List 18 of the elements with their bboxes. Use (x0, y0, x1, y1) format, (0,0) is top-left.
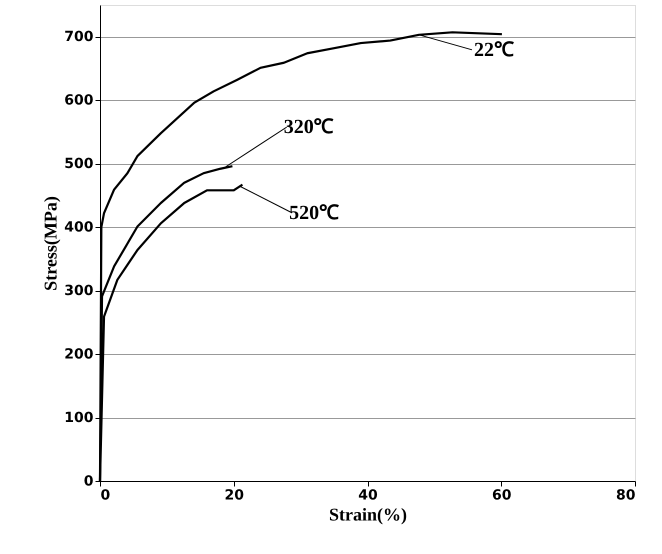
x-tick-label: 0 (100, 488, 110, 504)
x-tick-label: 80 (616, 488, 636, 504)
y-tick-label: 600 (64, 92, 94, 109)
y-tick-label: 300 (64, 283, 94, 300)
x-tick-label: 20 (224, 488, 244, 504)
x-tick-label: 40 (358, 488, 378, 504)
y-tick-label: 400 (64, 220, 94, 236)
y-tick-label: 200 (64, 346, 94, 363)
annotation: 320℃ (284, 116, 334, 138)
annotation: 520℃ (289, 202, 340, 224)
y-tick-label: 100 (64, 410, 94, 426)
y-tick-label: 700 (64, 29, 94, 46)
x-axis-title: Strain(%) (329, 504, 407, 524)
annotation: 22℃ (474, 38, 514, 61)
y-axis-title: Stress(MPa) (40, 196, 60, 291)
x-tick-label: 60 (492, 488, 512, 504)
y-tick-label: 0 (84, 474, 94, 490)
y-tick-label: 500 (64, 156, 94, 172)
